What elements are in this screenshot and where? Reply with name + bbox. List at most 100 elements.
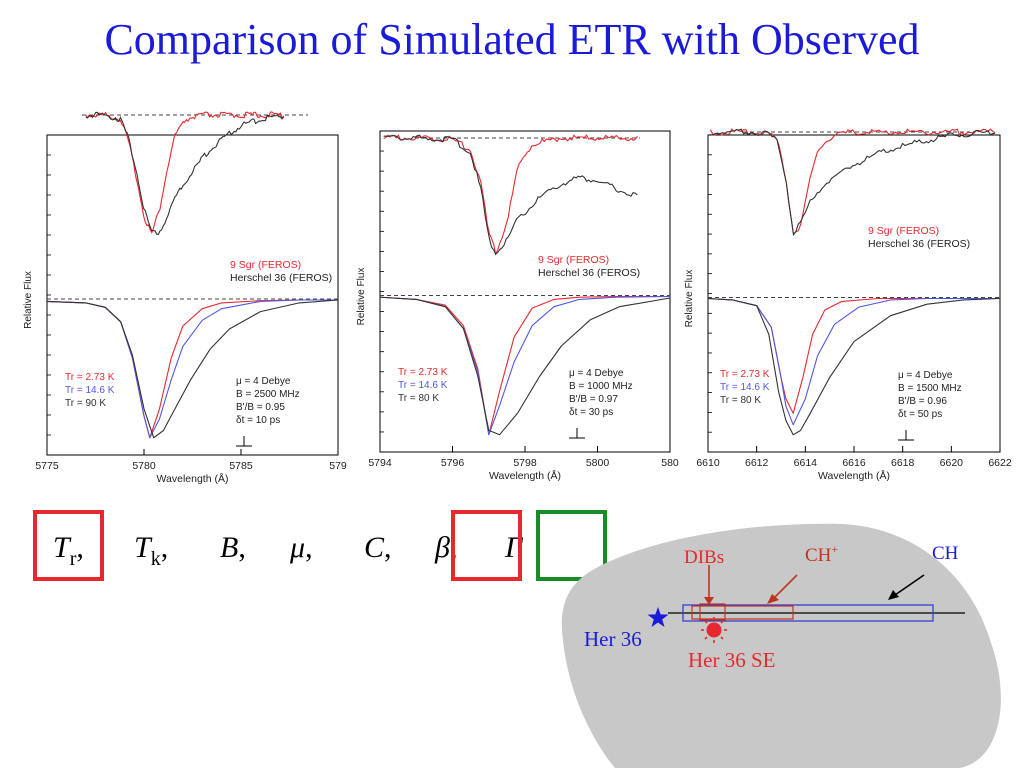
param-symbol-5: C, (364, 531, 392, 564)
x-tick-label: 6620 (940, 457, 964, 469)
x-tick-label: 6614 (794, 457, 818, 469)
model-curve-3 (707, 297, 1001, 436)
slide-title: Comparison of Simulated ETR with Observe… (104, 15, 920, 64)
legend-model-3: Tr = 80 K (720, 395, 761, 406)
param-symbol-2: Tk, (134, 531, 168, 570)
param-main: β (434, 531, 450, 564)
star-icon (647, 607, 669, 627)
model-param-4: δt = 10 ps (236, 415, 280, 426)
x-axis-label: Wavelength (Å) (157, 472, 229, 485)
param-main: μ (289, 531, 305, 564)
param-main: T (134, 531, 153, 564)
x-tick-label: 579 (329, 460, 347, 472)
legend-model-3: Tr = 90 K (65, 398, 106, 409)
param-subscript: r (70, 548, 77, 570)
legend-model-2: Tr = 14.6 K (720, 382, 770, 393)
ch-plus-label: CH+ (805, 542, 838, 566)
model-param-1: μ = 4 Debye (898, 370, 953, 381)
model-curve-3 (46, 299, 339, 439)
ch-arrow-head (888, 590, 899, 600)
model-curve-1 (379, 295, 670, 436)
plot-frame (46, 134, 339, 456)
param-separator: , (384, 531, 392, 564)
model-curve-2 (707, 297, 1000, 426)
param-symbol-4: μ, (289, 531, 313, 564)
x-tick-label: 580 (661, 457, 679, 469)
model-param-3: B'/B = 0.95 (236, 402, 285, 413)
x-axis-label: Wavelength (Å) (818, 469, 890, 482)
legend-herschel-36: Herschel 36 (FEROS) (230, 272, 332, 284)
x-tick-label: 5798 (513, 457, 537, 469)
x-tick-label: 6612 (745, 457, 769, 469)
param-subscript: k (151, 548, 161, 570)
x-tick-label: 6610 (696, 457, 720, 469)
legend-model-3: Tr = 80 K (398, 393, 439, 404)
y-axis-label: Relative Flux (23, 271, 34, 329)
plot-frame (379, 130, 671, 453)
param-separator: , (161, 531, 169, 564)
model-param-1: μ = 4 Debye (236, 376, 291, 387)
model-param-2: B = 1000 MHz (569, 381, 633, 392)
ch-region-box (682, 604, 934, 622)
plot-frame (707, 134, 1001, 453)
legend-model-2: Tr = 14.6 K (65, 385, 115, 396)
sun-icon (701, 617, 727, 643)
param-separator: , (238, 531, 246, 564)
model-param-2: B = 1500 MHz (898, 383, 962, 394)
legend-9-sgr: 9 Sgr (FEROS) (230, 259, 301, 271)
y-axis-label: Relative Flux (356, 268, 367, 326)
param-symbol-1: Tr, (53, 531, 84, 570)
param-main: C (364, 531, 385, 564)
x-tick-label: 5796 (441, 457, 465, 469)
legend-herschel-36: Herschel 36 (FEROS) (538, 267, 640, 279)
model-param-4: δt = 30 ps (569, 407, 613, 418)
series-herschel-36 (383, 134, 638, 256)
highlight-box-gamma (536, 510, 607, 581)
x-tick-label: 6618 (891, 457, 915, 469)
x-tick-label: 5780 (132, 460, 156, 472)
legend-model-1: Tr = 2.73 K (65, 372, 115, 383)
x-tick-label: 6616 (842, 457, 866, 469)
ch-arrow (894, 574, 925, 596)
param-main: B (220, 531, 238, 564)
ch-plus-arrow (772, 574, 798, 600)
cloud-shape (561, 523, 1001, 768)
x-tick-label: 5800 (586, 457, 610, 469)
legend-model-2: Tr = 14.6 K (398, 380, 448, 391)
model-param-3: B'/B = 0.96 (898, 396, 947, 407)
ch-plus-superscript: + (831, 542, 838, 556)
param-separator: , (305, 531, 313, 564)
ch-plus-region-box (691, 605, 794, 620)
series-9-sgr (709, 128, 996, 236)
star-se-label: Her 36 SE (688, 648, 776, 672)
ch-label: CH (932, 543, 959, 564)
legend-model-1: Tr = 2.73 K (720, 369, 770, 380)
model-param-4: δt = 50 ps (898, 409, 942, 420)
series-9-sgr (383, 134, 638, 256)
series-herschel-36 (710, 128, 996, 237)
model-param-2: B = 2500 MHz (236, 389, 300, 400)
param-main: T (53, 531, 72, 564)
chart-panel-2: 5794 5796 5798 5800 580 Wavelength (Å) Relativ… (356, 130, 679, 482)
x-tick-label: 5794 (368, 457, 392, 469)
legend-9-sgr: 9 Sgr (FEROS) (868, 225, 939, 237)
legend-herschel-36: Herschel 36 (FEROS) (868, 238, 970, 250)
highlight-box-tr (33, 510, 104, 581)
x-axis-label: Wavelength (Å) (489, 469, 561, 482)
dibs-arrow-head (704, 597, 714, 605)
dibs-label: DIBs (684, 547, 724, 568)
y-axis-label: Relative Flux (684, 270, 695, 328)
param-separator: , (76, 531, 84, 564)
highlight-box-beta (451, 510, 522, 581)
model-curve-3 (379, 296, 671, 436)
dibs-region-box (699, 603, 726, 621)
x-tick-label: 5775 (35, 460, 59, 472)
legend-9-sgr: 9 Sgr (FEROS) (538, 254, 609, 266)
star-label: Her 36 (584, 627, 642, 651)
model-param-1: μ = 4 Debye (569, 368, 624, 379)
chart-panel-1: 5775 5780 5785 579 Wavelength (Å) Relative Fl… (23, 111, 347, 485)
x-tick-label: 6622 (988, 457, 1012, 469)
param-symbol-3: B, (220, 531, 246, 564)
chart-panel-3: 6610 6612 6614 6616 6618 6620 6622 Wavelength (… (684, 128, 1012, 482)
